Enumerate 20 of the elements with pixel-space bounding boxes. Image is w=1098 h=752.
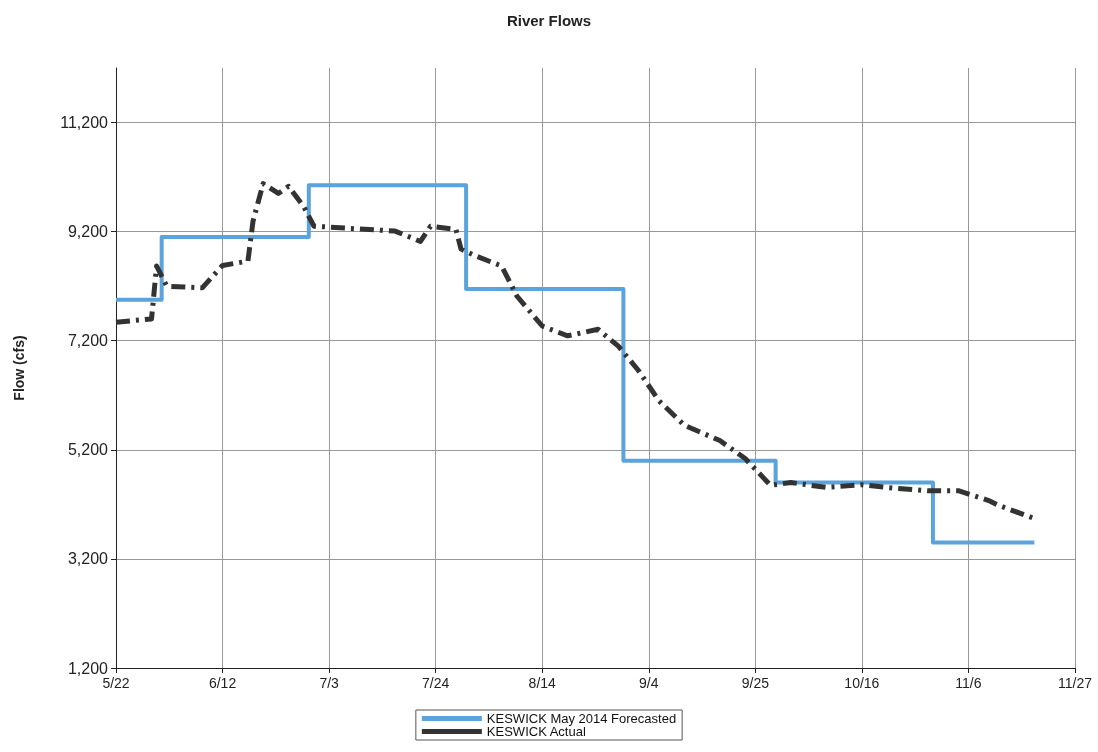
legend-label: KESWICK Actual bbox=[486, 724, 586, 739]
x-tick-label: 11/6 bbox=[955, 675, 982, 691]
y-tick-label: 5,200 bbox=[67, 441, 109, 459]
y-tick-label: 11,200 bbox=[60, 114, 109, 132]
y-tick-label: 7,200 bbox=[67, 332, 109, 350]
y-axis-title: Flow (cfs) bbox=[11, 335, 27, 401]
x-tick-label: 7/24 bbox=[422, 675, 450, 691]
x-tick-label: 5/22 bbox=[102, 675, 130, 691]
legend-label: KESWICK May 2014 Forecasted bbox=[486, 711, 677, 726]
x-tick-label: 6/12 bbox=[208, 675, 237, 691]
x-tick-label: 9/4 bbox=[639, 675, 659, 691]
x-tick-label: 8/14 bbox=[528, 675, 557, 691]
y-tick-label: 1,200 bbox=[67, 659, 109, 677]
chart-title: River Flows bbox=[506, 12, 592, 29]
x-tick-label: 7/3 bbox=[319, 675, 340, 691]
x-tick-label: 11/27 bbox=[1058, 675, 1093, 691]
x-tick-label: 10/16 bbox=[844, 675, 880, 691]
y-tick-label: 3,200 bbox=[67, 550, 109, 568]
y-tick-label: 9,200 bbox=[67, 223, 109, 241]
x-tick-label: 9/25 bbox=[741, 675, 770, 691]
